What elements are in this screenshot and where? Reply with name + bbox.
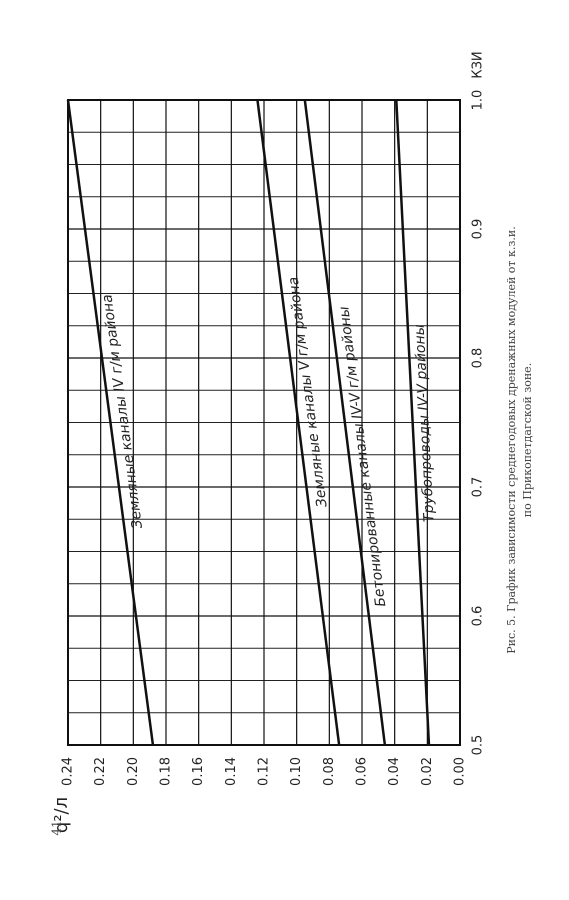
x-tick-label: 0.9 [471, 219, 486, 240]
y-tick-label: 0.10 [289, 757, 304, 786]
y-tick-label: 0.20 [126, 757, 141, 786]
data-line [303, 99, 387, 746]
y-tick-label: 0.06 [355, 757, 370, 786]
x-axis-title: КЗИ [471, 51, 486, 78]
data-line [395, 99, 431, 746]
data-line [66, 99, 155, 746]
y-tick-label: 0.08 [322, 757, 337, 786]
y-tick-label: 0.02 [420, 757, 435, 786]
caption-line: по Прикопетдагской зоне. [521, 363, 534, 517]
x-tick-label: 1.0 [471, 90, 486, 111]
y-tick-label: 0.16 [191, 757, 206, 786]
y-tick-label: 0.12 [257, 757, 272, 786]
x-tick-label: 0.5 [471, 735, 486, 756]
y-tick-label: 0.18 [159, 757, 174, 786]
y-axis-title: q²/л [51, 797, 72, 833]
y-tick-label: 0.22 [93, 757, 108, 786]
line-label: Земляные каналы IV г/м района [99, 293, 146, 529]
page-number: 41 [50, 820, 64, 835]
x-tick-label: 0.7 [471, 477, 486, 498]
data-line [256, 99, 341, 746]
y-tick-label: 0.24 [61, 757, 76, 786]
x-tick-label: 0.6 [471, 606, 486, 627]
line-label: Земляные каналы V г/м района [286, 276, 331, 508]
y-tick-label: 0.00 [453, 757, 468, 786]
caption-line: Рис. 5. График зависимости среднегодовых… [505, 226, 518, 653]
y-tick-label: 0.04 [387, 757, 402, 786]
y-tick-label: 0.14 [224, 757, 239, 786]
x-tick-label: 0.8 [471, 348, 486, 369]
